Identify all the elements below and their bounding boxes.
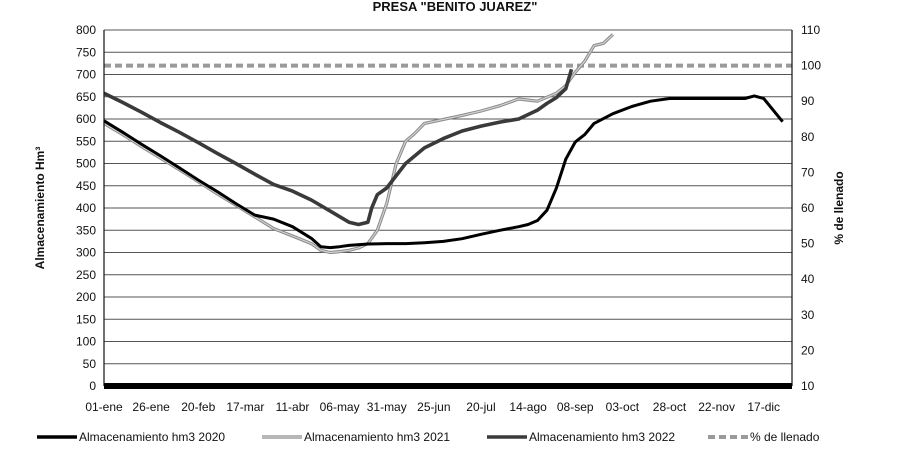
axes [103, 30, 793, 389]
y-tick-label: 350 [76, 223, 96, 237]
chart-title: PRESA "BENITO JUAREZ" [373, 0, 538, 14]
y-tick-label: 300 [76, 246, 96, 260]
y-tick-label: 500 [76, 157, 96, 171]
y2-tick-labels: 10 20 30 40 50 60 70 80 90 100 110 [801, 23, 821, 393]
y-tick-label: 800 [76, 23, 96, 37]
y-tick-label: 700 [76, 68, 96, 82]
y-tick-label: 600 [76, 112, 96, 126]
y-axis-label: Almacenamiento Hm³ [33, 147, 47, 270]
y-tick-label: 400 [76, 201, 96, 215]
x-tick-label: 22-nov [698, 400, 735, 414]
x-tick-label: 01-ene [85, 400, 123, 414]
legend-label: Almacenamiento hm3 2020 [79, 430, 225, 444]
x-tick-label: 20-jul [466, 400, 495, 414]
x-tick-label: 17-mar [226, 400, 264, 414]
series-lines [103, 33, 792, 255]
series-line-2022 [103, 68, 574, 227]
x-tick-label: 17-dic [747, 400, 780, 414]
x-tick-label: 06-may [320, 400, 360, 414]
y-tick-label: 550 [76, 134, 96, 148]
x-tick-label: 20-feb [181, 400, 215, 414]
y-tick-labels: 0 50 100 150 200 250 300 350 400 450 500 550 600 650 7… [76, 23, 96, 393]
y2-tick-label: 40 [801, 272, 815, 286]
x-tick-label: 25-jun [417, 400, 450, 414]
y-tick-label: 0 [89, 379, 96, 393]
x-tick-label: 26-ene [132, 400, 170, 414]
y2-tick-label: 70 [801, 165, 815, 179]
y2-tick-label: 80 [801, 130, 815, 144]
y2-tick-label: 90 [801, 94, 815, 108]
y-tick-label: 650 [76, 90, 96, 104]
y2-tick-label: 30 [801, 308, 815, 322]
y-tick-label: 200 [76, 290, 96, 304]
x-tick-label: 08-sep [557, 400, 594, 414]
y2-tick-label: 60 [801, 201, 815, 215]
grid-lines [104, 29, 792, 365]
y-tick-label: 150 [76, 312, 96, 326]
y-tick-label: 250 [76, 268, 96, 282]
y2-tick-label: 100 [801, 59, 821, 73]
x-tick-label: 28-oct [653, 400, 687, 414]
x-tick-labels: 01-ene 26-ene 20-feb 17-mar 11-abr 06-may 31-m… [85, 400, 780, 414]
legend-label: % de llenado [750, 430, 820, 444]
y-tick-label: 100 [76, 335, 96, 349]
y2-axis-label: % de llenado [832, 171, 846, 244]
y2-tick-label: 50 [801, 237, 815, 251]
legend: Almacenamiento hm3 2020 Almacenamiento hm… [37, 430, 820, 444]
y-tick-label: 450 [76, 179, 96, 193]
y2-tick-label: 110 [801, 23, 820, 37]
y-tick-label: 750 [76, 45, 96, 59]
legend-label: Almacenamiento hm3 2022 [529, 430, 675, 444]
x-tick-label: 31-may [367, 400, 407, 414]
x-tick-label: 03-oct [606, 400, 640, 414]
legend-label: Almacenamiento hm3 2021 [304, 430, 450, 444]
y-tick-label: 50 [83, 357, 97, 371]
y2-tick-label: 10 [801, 379, 815, 393]
x-tick-label: 11-abr [276, 400, 310, 414]
series-line-2021-highlight [103, 33, 614, 254]
series-line-2020 [103, 94, 784, 250]
y2-tick-label: 20 [801, 343, 815, 357]
x-tick-label: 14-ago [509, 400, 547, 414]
